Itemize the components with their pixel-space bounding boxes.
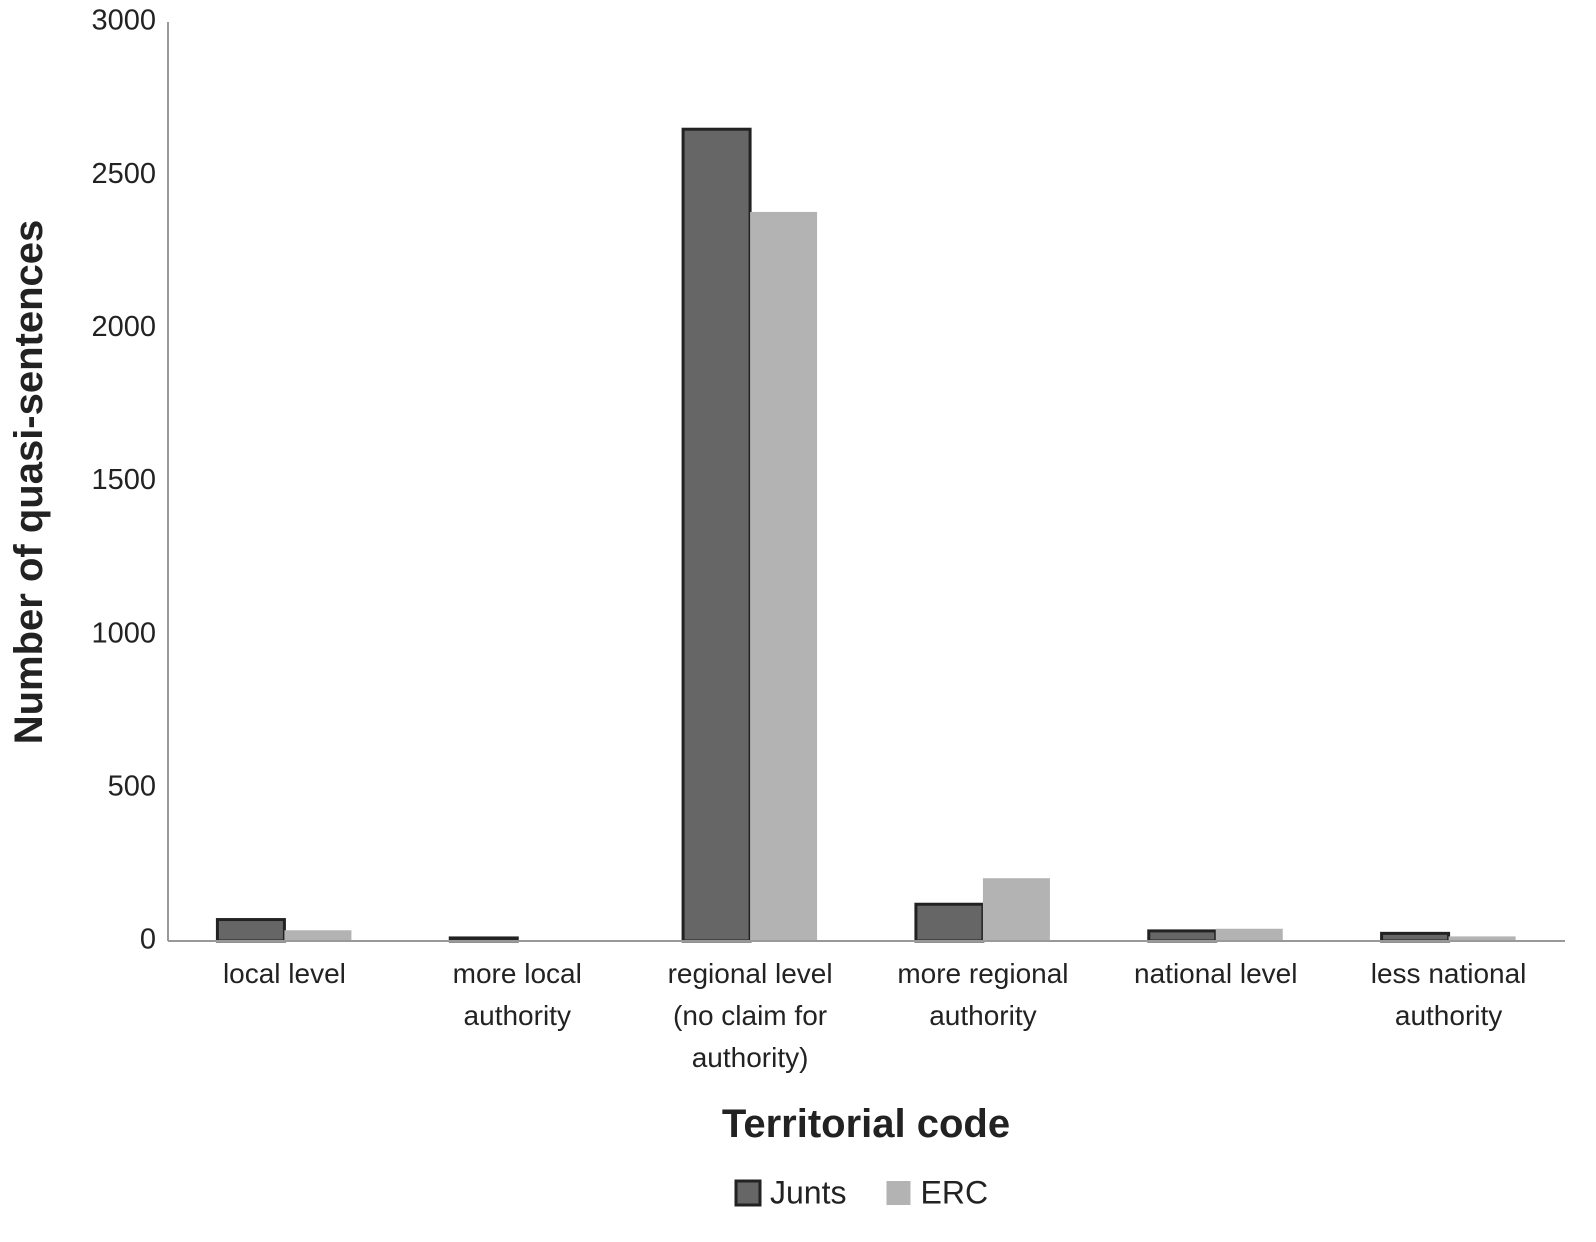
y-tick-label: 1000 xyxy=(91,617,156,649)
y-tick-label: 3000 xyxy=(91,5,156,37)
legend-swatch xyxy=(734,1179,762,1207)
x-tick-label: more regional authority xyxy=(897,958,1068,1031)
x-axis-title: Territorial code xyxy=(722,1102,1010,1146)
x-tick-label: more local authority xyxy=(453,958,582,1031)
y-tick-label: 2000 xyxy=(91,311,156,343)
x-tick-label: local level xyxy=(223,958,346,989)
x-tick-label: less national authority xyxy=(1371,958,1527,1031)
bar xyxy=(1147,929,1218,943)
y-tick-label: 0 xyxy=(140,924,156,956)
legend-label: Junts xyxy=(770,1174,846,1210)
y-tick-label: 500 xyxy=(108,770,156,802)
bar xyxy=(1380,931,1451,943)
y-tick-label: 2500 xyxy=(91,158,156,190)
y-axis-title: Number of quasi-sentences xyxy=(7,220,51,745)
legend-swatch xyxy=(886,1181,911,1205)
bar xyxy=(982,878,1050,941)
x-tick-label: regional level (no claim for authority) xyxy=(668,958,833,1073)
legend-label: ERC xyxy=(920,1174,988,1210)
x-tick-label: national level xyxy=(1134,958,1297,989)
bar xyxy=(750,211,818,942)
bar xyxy=(215,918,286,943)
bar xyxy=(284,930,352,941)
bar xyxy=(681,127,752,943)
bar xyxy=(914,902,985,943)
bar xyxy=(1215,928,1283,941)
bar xyxy=(1448,936,1516,941)
y-tick-label: 1500 xyxy=(91,464,156,496)
